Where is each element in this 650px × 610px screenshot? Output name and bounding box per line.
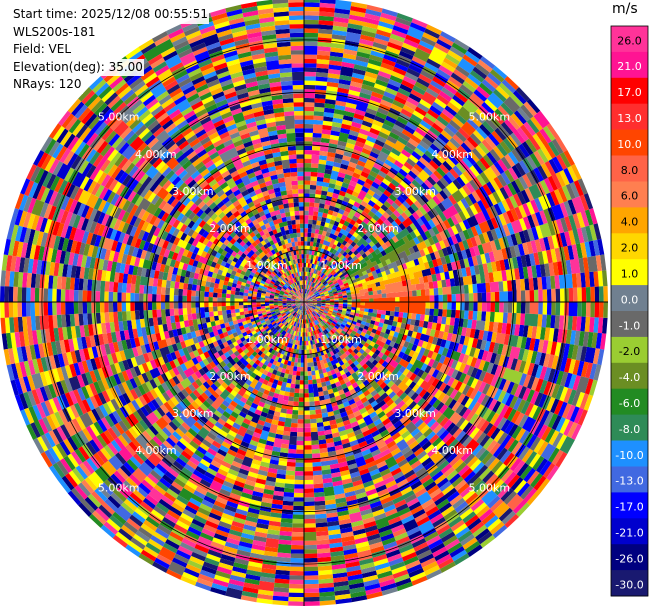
gate-group (8, 0, 602, 603)
ring-label: 3.00km (172, 407, 214, 420)
elevation-label: Elevation(deg): 35.00 (12, 58, 144, 76)
gate-group (0, 12, 604, 600)
colorbar-frame (610, 25, 649, 597)
ring-label: 5.00km (98, 111, 140, 124)
gate-group (19, 10, 607, 607)
gate-group (4, 28, 602, 602)
nrays-label: NRays: 120 (12, 76, 83, 94)
colorbar-tick-label: 0.0 (621, 293, 639, 306)
colorbar-tick-label: -4.0 (619, 371, 640, 384)
colorbar: 26.0 21.0 17.0 13.0 10.0 8.0 6.0 4.0 2.0 1.0 0.0 -1… (610, 25, 649, 597)
colorbar-tick-label: -1.0 (619, 319, 640, 332)
colorbar-tick-label: -8.0 (619, 423, 640, 436)
colorbar-swatch (611, 129, 648, 156)
colorbar-tick-label: 13.0 (617, 112, 642, 125)
ring-label: 1.00km (246, 259, 288, 272)
colorbar-swatch (611, 26, 648, 53)
colorbar-tick-label: -26.0 (615, 552, 643, 565)
start-time-label: Start time: 2025/12/08 00:55:51 (12, 6, 209, 24)
colorbar-swatch (611, 466, 648, 493)
colorbar-tick-label: 21.0 (617, 60, 642, 73)
ring-label: 1.00km (320, 259, 362, 272)
ring-label: 4.00km (135, 444, 177, 457)
colorbar-swatch (611, 181, 648, 208)
colorbar-swatch (611, 544, 648, 571)
ring-label: 3.00km (394, 407, 436, 420)
colorbar-swatch (611, 51, 648, 79)
colorbar-swatch (611, 103, 648, 131)
colorbar-tick-label: 26.0 (617, 34, 642, 47)
gate-group (13, 4, 608, 589)
colorbar-swatch (611, 155, 648, 182)
colorbar-tick-label: -13.0 (615, 475, 643, 488)
gate-group (4, 11, 593, 592)
ring-label: 2.00km (357, 222, 399, 235)
colorbar-swatch (611, 311, 648, 338)
colorbar-tick-label: -17.0 (615, 501, 643, 514)
ring-label: 5.00km (469, 481, 511, 494)
colorbar-tick-label: 17.0 (617, 86, 642, 99)
colorbar-tick-label: -30.0 (615, 578, 643, 591)
ring-label: 1.00km (320, 333, 362, 346)
colorbar-tick-label: 10.0 (617, 138, 642, 151)
range-ring-labels: 1.00km 1.00km 1.00km 1.00km 2.00km 2.00km 2.00… (98, 111, 510, 495)
colorbar-tick-label: -6.0 (619, 397, 640, 410)
cross-hair-axes (0, 0, 608, 606)
field-label: Field: VEL (12, 41, 73, 59)
colorbar-tick-label: 2.0 (621, 242, 639, 255)
colorbar-swatch (611, 233, 648, 260)
ring-label: 1.00km (246, 333, 288, 346)
ring-label: 4.00km (135, 148, 177, 161)
ring-label: 2.00km (209, 370, 251, 383)
colorbar-title: m/s (612, 1, 638, 17)
colorbar-swatch (611, 518, 648, 545)
gate-group (4, 4, 590, 601)
ring-label: 5.00km (469, 111, 511, 124)
ring-label: 4.00km (431, 444, 473, 457)
ring-label: 3.00km (172, 185, 214, 198)
gate-group (23, 0, 607, 593)
gate-group (33, 1, 600, 594)
colorbar-tick-label: 6.0 (621, 190, 639, 203)
ring-label: 4.00km (431, 148, 473, 161)
ring-label: 5.00km (98, 481, 140, 494)
colorbar-swatch (611, 388, 648, 416)
colorbar-tick-label: -10.0 (615, 449, 643, 462)
gate-group (0, 12, 602, 596)
colorbar-tick-label: -2.0 (619, 345, 640, 358)
colorbar-swatch (611, 492, 648, 519)
ring-label: 2.00km (357, 370, 399, 383)
colorbar-swatch (611, 440, 648, 467)
colorbar-swatch (611, 285, 648, 312)
colorbar-tick-label: -21.0 (615, 527, 643, 540)
ring-label: 2.00km (209, 222, 251, 235)
colorbar-swatch (611, 77, 648, 105)
velocity-gates (0, 0, 608, 607)
colorbar-tick-label: 1.0 (621, 267, 639, 280)
colorbar-swatch (611, 414, 648, 441)
colorbar-tick-label: 4.0 (621, 216, 639, 229)
ring-label: 3.00km (394, 185, 436, 198)
instrument-label: WLS200s-181 (12, 23, 97, 41)
colorbar-swatch (611, 207, 648, 234)
colorbar-swatch (611, 259, 648, 286)
colorbar-swatch (611, 336, 648, 364)
colorbar-swatch (611, 570, 648, 597)
colorbar-swatch (611, 362, 648, 390)
scan-info: Start time: 2025/12/08 00:55:51 WLS200s-… (12, 6, 209, 94)
colorbar-tick-label: 8.0 (621, 164, 639, 177)
